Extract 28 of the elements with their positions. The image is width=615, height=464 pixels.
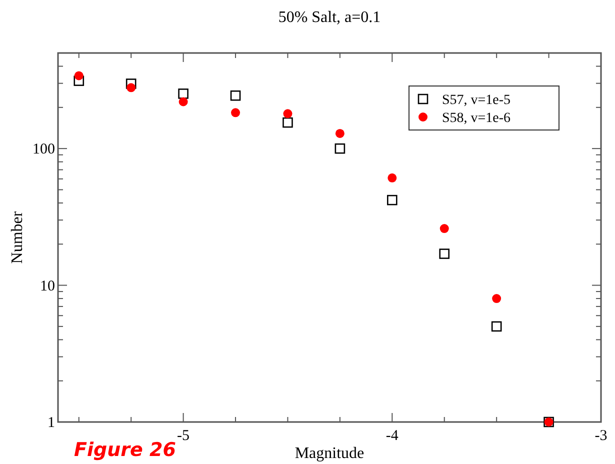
point xyxy=(440,224,449,234)
x-axis-title: Magnitude xyxy=(294,445,364,462)
chart-title: 50% Salt, a=0.1 xyxy=(278,9,381,26)
point xyxy=(282,117,293,128)
point xyxy=(283,109,292,118)
point xyxy=(334,143,346,154)
point xyxy=(178,88,188,99)
caption: Figure 26 xyxy=(74,439,176,461)
y-axis-title: Number xyxy=(9,210,26,264)
x-tick-label: -5 xyxy=(177,428,190,444)
legend-label: S58, v=1e-6 xyxy=(442,111,511,126)
point xyxy=(439,248,450,259)
point xyxy=(74,71,84,80)
point xyxy=(178,97,188,106)
point xyxy=(491,321,502,332)
point xyxy=(335,128,344,138)
x-tick-label: -4 xyxy=(386,428,399,444)
y-tick-label: 10 xyxy=(40,278,55,294)
point xyxy=(388,173,397,182)
point xyxy=(126,83,136,92)
point xyxy=(492,294,502,304)
y-tick-label: 1 xyxy=(48,415,55,431)
point xyxy=(230,90,241,101)
x-tick-label: -3 xyxy=(594,428,608,444)
legend-label: S57, v=1e-5 xyxy=(442,93,511,108)
y-tick-label: 100 xyxy=(32,142,55,158)
point xyxy=(231,108,240,118)
point xyxy=(387,194,398,206)
